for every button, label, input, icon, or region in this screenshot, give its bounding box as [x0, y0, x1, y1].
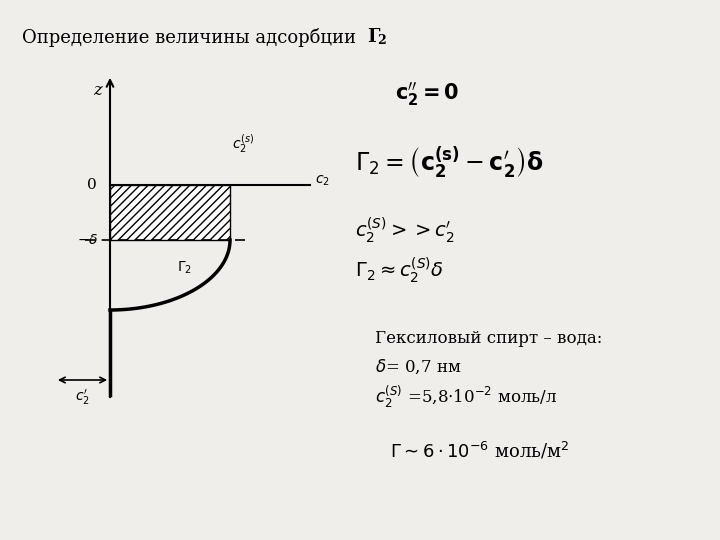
Text: $c_2^{(S)} >> c_2'$: $c_2^{(S)} >> c_2'$: [355, 215, 454, 245]
Bar: [110, 185, 230, 240]
Text: $-\delta$: $-\delta$: [77, 233, 99, 247]
Text: $c_2^{(s)}$: $c_2^{(s)}$: [232, 132, 254, 155]
Text: 2: 2: [377, 34, 386, 47]
Text: $\delta$= 0,7 нм: $\delta$= 0,7 нм: [375, 358, 462, 376]
Text: z: z: [94, 82, 102, 99]
Text: 0: 0: [87, 178, 97, 192]
Text: $\Gamma_2 = \left(\mathbf{c_2^{(s)}} - \mathbf{c_2'}\right)\mathbf{\delta}$: $\Gamma_2 = \left(\mathbf{c_2^{(s)}} - \…: [355, 145, 544, 181]
Text: Определение величины адсорбции: Определение величины адсорбции: [22, 28, 361, 47]
Text: $\mathbf{c_2'' = 0}$: $\mathbf{c_2'' = 0}$: [395, 80, 459, 108]
Text: Г: Г: [367, 28, 379, 46]
Text: $\Gamma \sim 6\cdot10^{-6}$ моль/м$^2$: $\Gamma \sim 6\cdot10^{-6}$ моль/м$^2$: [390, 440, 570, 461]
Text: $\Gamma_2 \approx c_2^{(S)}\delta$: $\Gamma_2 \approx c_2^{(S)}\delta$: [355, 255, 444, 285]
Text: $c_2'$: $c_2'$: [75, 388, 89, 407]
Text: $c_2$: $c_2$: [315, 174, 330, 188]
Text: $c_2^{(S)}$ =5,8$\cdot$10$^{-2}$ моль/л: $c_2^{(S)}$ =5,8$\cdot$10$^{-2}$ моль/л: [375, 383, 557, 410]
Text: $\Gamma_2$: $\Gamma_2$: [177, 260, 192, 276]
Text: Гексиловый спирт – вода:: Гексиловый спирт – вода:: [375, 330, 603, 347]
